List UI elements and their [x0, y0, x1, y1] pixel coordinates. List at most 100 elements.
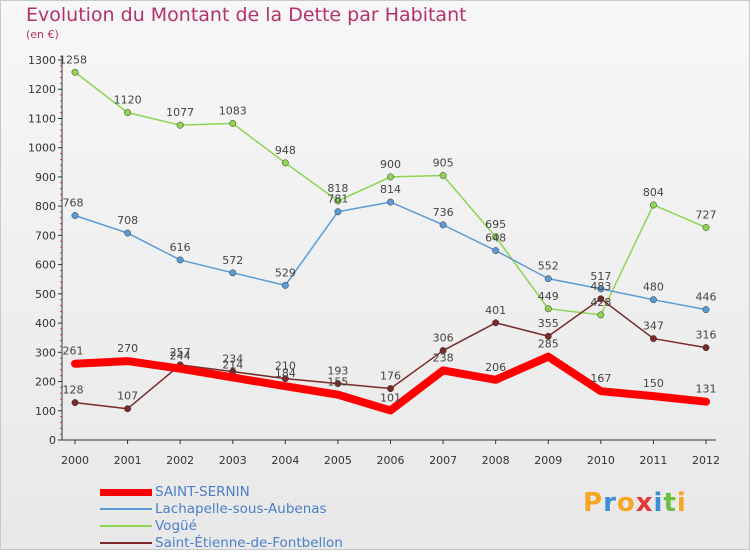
y-tick-label: 1100: [28, 112, 56, 125]
data-point: [702, 224, 710, 231]
data-label: 905: [433, 156, 454, 169]
data-label: 214: [222, 358, 243, 371]
data-label: 1077: [166, 106, 194, 119]
data-label: 804: [643, 186, 664, 199]
data-label: 428: [590, 296, 611, 309]
series-line-0: [71, 352, 710, 415]
data-point: [387, 173, 394, 181]
x-tick-label: 2002: [166, 454, 194, 467]
x-tick-label: 2000: [61, 454, 89, 467]
data-label: 101: [380, 391, 401, 404]
data-point: [702, 306, 710, 314]
data-point: [492, 247, 500, 255]
data-label: 176: [380, 370, 401, 383]
legend-label: SAINT-SERNIN: [155, 484, 250, 500]
data-point: [597, 311, 605, 319]
data-point: [71, 399, 79, 407]
data-point: [71, 68, 79, 76]
data-label: 517: [590, 270, 611, 283]
data-point: [544, 305, 552, 313]
data-label: 244: [170, 350, 191, 363]
y-tick-label: 800: [35, 200, 56, 213]
axes: 0 100 200 300 400 500 600 700 800 900 1000 1100 1200…: [28, 54, 720, 467]
legend-swatch: [100, 542, 152, 544]
data-label: 1083: [219, 104, 247, 117]
data-point: [334, 208, 342, 216]
x-tick-label: 2012: [692, 454, 720, 467]
y-tick-label: 700: [35, 229, 56, 242]
data-label: 552: [538, 260, 559, 273]
x-tick-label: 2008: [482, 454, 510, 467]
legend-label: Saint-Étienne-de-Fontbellon: [155, 535, 343, 551]
data-label: 480: [643, 281, 664, 294]
data-point: [124, 109, 132, 117]
data-point: [544, 332, 552, 340]
y-tick-label: 400: [35, 317, 56, 330]
x-tick-label: 2005: [324, 454, 352, 467]
chart-subtitle: (en €): [26, 28, 59, 41]
y-tick-label: 1000: [28, 142, 56, 155]
data-point: [439, 347, 447, 355]
data-label: 727: [696, 208, 717, 221]
x-tick-label: 2003: [219, 454, 247, 467]
data-point: [334, 380, 342, 388]
y-tick-label: 0: [49, 434, 56, 447]
data-label: 1120: [114, 94, 142, 107]
data-point: [281, 159, 289, 167]
data-label: 261: [63, 345, 84, 358]
data-label: 150: [643, 377, 664, 390]
data-point: [597, 285, 605, 293]
data-point: [281, 281, 289, 289]
y-tick-label: 1200: [28, 83, 56, 96]
logo-letter: x: [635, 488, 654, 518]
data-point: [334, 197, 342, 205]
chart-title: Evolution du Montant de la Dette par Hab…: [26, 4, 467, 26]
data-point: [124, 229, 132, 237]
data-point: [387, 385, 394, 393]
x-tick-label: 2001: [114, 454, 142, 467]
data-label: 529: [275, 266, 296, 279]
data-label: 167: [590, 372, 611, 385]
data-point: [492, 233, 500, 241]
data-label: 316: [696, 329, 717, 342]
legend-swatch: [100, 525, 152, 527]
data-label: 948: [275, 144, 296, 157]
data-label: 210: [275, 360, 296, 373]
data-labels: 261 270 244 214 184 155 101 238 206 285 167 150 131 7…: [59, 53, 717, 404]
data-label: 1258: [59, 53, 87, 66]
data-label: 238: [433, 351, 454, 364]
data-point: [649, 296, 657, 304]
data-point: [71, 212, 79, 219]
data-label: 206: [485, 361, 506, 374]
x-tick-label: 2006: [377, 454, 405, 467]
data-label: 128: [63, 384, 84, 397]
data-point: [649, 201, 657, 209]
data-label: 193: [327, 365, 348, 378]
data-label: 818: [327, 182, 348, 195]
data-label: 355: [538, 317, 559, 330]
x-tick-label: 2007: [429, 454, 457, 467]
x-tick-label: 2004: [271, 454, 299, 467]
data-label: 483: [590, 280, 611, 293]
y-tick-label: 300: [35, 346, 56, 359]
data-label: 285: [538, 338, 559, 351]
data-label: 708: [117, 214, 138, 227]
x-tick-label: 2010: [587, 454, 615, 467]
data-label: 814: [380, 183, 401, 196]
logo-letter: P: [583, 488, 604, 518]
data-point: [229, 119, 237, 127]
data-label: 257: [170, 346, 191, 359]
y-tick-label: 1300: [28, 54, 56, 67]
data-label: 347: [643, 320, 664, 333]
data-point: [124, 405, 132, 413]
y-tick-label: 600: [35, 259, 56, 272]
data-label: 695: [485, 218, 506, 231]
data-point: [176, 121, 184, 129]
data-label: 900: [380, 158, 401, 171]
x-tick-label: 2009: [534, 454, 562, 467]
logo-letter: t: [663, 488, 677, 518]
y-tick-label: 500: [35, 288, 56, 301]
data-label: 155: [327, 376, 348, 389]
